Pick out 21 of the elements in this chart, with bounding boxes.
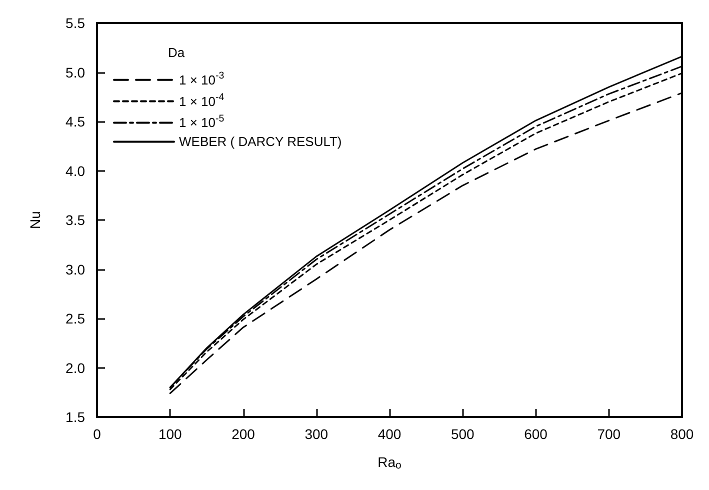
legend-label: WEBER ( DARCY RESULT) (179, 134, 342, 150)
x-tick-label: 300 (304, 426, 328, 442)
x-tick-label: 800 (670, 426, 694, 442)
x-tick-label: 200 (232, 426, 256, 442)
y-tick-label: 5.0 (66, 64, 86, 80)
x-tick-label: 600 (524, 426, 548, 442)
x-tick-label: 0 (93, 426, 102, 442)
x-tick-label: 100 (158, 426, 182, 442)
y-tick-label: 2.5 (66, 310, 86, 326)
x-tick-label: 500 (450, 426, 475, 442)
y-tick-label: 1.5 (66, 409, 86, 425)
legend-title: Da (168, 45, 186, 60)
y-tick-label: 5.5 (66, 15, 86, 31)
x-tick-label: 400 (378, 426, 402, 442)
y-tick-label: 3.0 (66, 261, 86, 278)
y-axis-title: Nu (27, 211, 43, 229)
y-tick-label: 3.5 (66, 212, 86, 228)
y-tick-label: 4.0 (66, 162, 86, 179)
x-tick-label: 700 (597, 426, 621, 442)
y-tick-label: 2.0 (66, 360, 86, 376)
y-tick-label: 4.5 (66, 114, 86, 130)
